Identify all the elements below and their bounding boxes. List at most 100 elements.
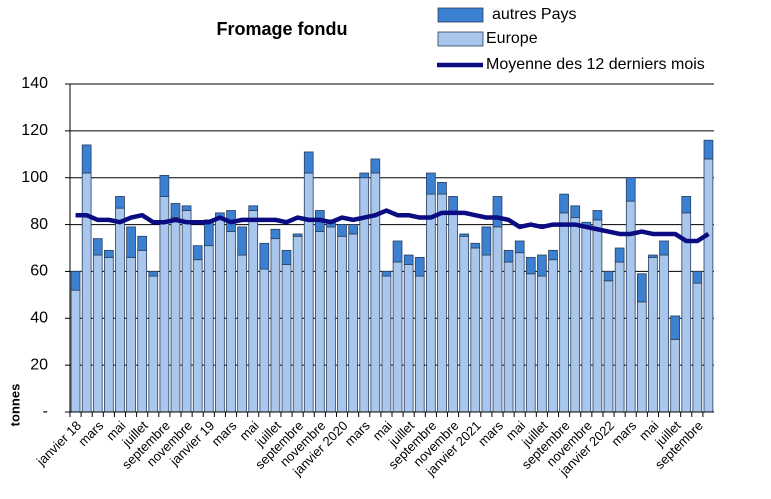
bar-segment <box>126 226 136 258</box>
x-tick-label: mars <box>342 418 373 449</box>
bar-segment <box>137 249 148 413</box>
legend-swatch <box>437 7 484 23</box>
bar-segment <box>137 235 148 251</box>
bar-segment <box>303 172 314 413</box>
x-tick-label: mars <box>475 418 506 449</box>
bar-segment <box>648 256 658 413</box>
bar-segment <box>248 210 259 413</box>
bar-segment <box>292 233 303 237</box>
x-tick-label: mars <box>75 418 106 449</box>
bar-segment <box>525 256 536 275</box>
bar-segment <box>459 235 470 413</box>
bar-segment <box>226 231 236 413</box>
bar-segment <box>270 228 281 240</box>
bar-segment <box>592 219 603 413</box>
bar-segment <box>248 205 259 211</box>
bar-segment <box>625 177 636 202</box>
x-tick-label: janvier 18 <box>33 418 84 469</box>
bar-segment <box>115 207 125 413</box>
bar-segment <box>170 217 181 413</box>
bar-segment <box>437 193 447 413</box>
bar-segment <box>481 254 492 413</box>
y-tick-label: 140 <box>21 75 48 92</box>
bar-segment <box>392 240 403 263</box>
bar-segment <box>348 224 358 235</box>
bar-segment <box>603 280 614 413</box>
bar-segment <box>104 256 114 413</box>
bar-segment <box>181 205 192 211</box>
y-tick-label: 60 <box>30 263 48 280</box>
bar-segment <box>281 249 292 265</box>
y-tick-label: - <box>43 403 48 420</box>
bar-segment <box>470 247 481 413</box>
bar-segment <box>159 196 170 413</box>
bar-segment <box>259 242 270 270</box>
bar-segment <box>470 242 481 249</box>
bar-segment <box>337 235 347 413</box>
bar-segment <box>537 275 547 413</box>
bar-segment <box>703 139 714 160</box>
bar-segment <box>159 174 170 197</box>
bar-segment <box>115 196 125 209</box>
bar-segment <box>414 256 425 277</box>
bar-segment <box>548 259 558 413</box>
bar-segment <box>326 226 336 413</box>
legend-label: Europe <box>486 30 538 47</box>
bar-segment <box>104 249 114 258</box>
bar-segment <box>170 203 181 218</box>
bar-segment <box>70 271 81 291</box>
bar-segment <box>570 217 581 413</box>
bar-segment <box>614 247 625 263</box>
bar-segment <box>259 268 270 413</box>
bar-segment <box>92 254 103 413</box>
y-axis-label: tonnes <box>7 384 22 427</box>
bar-segment <box>148 271 159 277</box>
bar-segment <box>514 240 525 254</box>
bar-segment <box>659 254 669 413</box>
y-tick-label: 40 <box>30 310 48 327</box>
bar-segment <box>81 172 92 413</box>
bar-segment <box>426 172 436 195</box>
bar-segment <box>426 193 436 413</box>
bar-segment <box>181 210 192 413</box>
bar-segment <box>481 226 492 256</box>
bar-segment <box>192 245 203 261</box>
bar-segment <box>692 282 703 413</box>
bar-segment <box>681 196 692 214</box>
bar-segment <box>670 338 680 413</box>
bar-segment <box>381 275 392 413</box>
bar-segment <box>359 177 370 413</box>
bar-segment <box>692 271 703 284</box>
y-tick-label: 120 <box>21 122 48 139</box>
bar-segment <box>192 259 203 413</box>
bar-segment <box>437 181 447 195</box>
bar-segment <box>403 254 414 265</box>
bar-segment <box>492 196 503 228</box>
bar-segment <box>636 273 647 303</box>
bar-segment <box>270 238 281 413</box>
bar-segment <box>126 256 136 413</box>
bar-segment <box>281 263 292 413</box>
bar-segment <box>514 252 525 413</box>
bar-segment <box>381 271 392 277</box>
bar-segment <box>148 275 159 413</box>
bar-segment <box>537 254 547 277</box>
bar-segment <box>92 238 103 256</box>
bar-segment <box>614 261 625 413</box>
bar-segment <box>703 158 714 413</box>
bar-segment <box>237 254 247 413</box>
bar-segment <box>670 315 680 340</box>
bar-segment <box>581 226 592 413</box>
bar-segment <box>459 233 470 237</box>
chart-title: Fromage fondu <box>217 19 348 39</box>
bar-segment <box>570 205 581 218</box>
bar-segment <box>337 224 347 237</box>
bar-segment <box>648 254 658 258</box>
y-tick-label: 100 <box>21 169 48 186</box>
bar-segment <box>448 212 458 413</box>
bar-segment <box>203 245 214 413</box>
bar-segment <box>370 158 381 174</box>
bar-segment <box>215 217 225 413</box>
bar-segment <box>303 151 314 174</box>
bar-segment <box>659 240 669 256</box>
